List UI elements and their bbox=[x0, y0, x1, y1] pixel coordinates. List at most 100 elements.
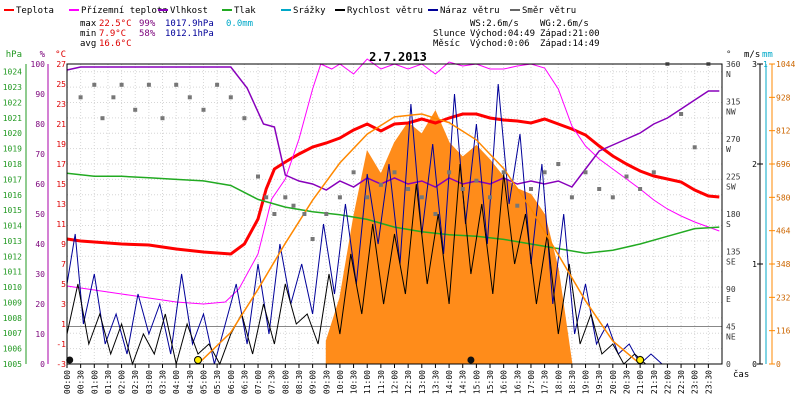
radiation-tick-label: 696 bbox=[776, 160, 791, 169]
wind-direction-point bbox=[597, 187, 602, 191]
wind-direction-point bbox=[215, 82, 220, 87]
wind-direction-point bbox=[302, 212, 307, 216]
wind-direction-point bbox=[146, 82, 151, 87]
stat-min-temp: 7.9°C bbox=[99, 29, 126, 39]
wind-direction-point bbox=[92, 82, 97, 87]
wind-direction-point bbox=[583, 170, 588, 175]
wind-direction-point bbox=[392, 170, 397, 175]
wind-direction-point bbox=[406, 187, 411, 191]
x-tick-label: 04:30 bbox=[186, 370, 195, 394]
temperature-axis-tick-label: 19 bbox=[56, 140, 66, 149]
temperature-axis-tick-label: -3 bbox=[56, 360, 66, 369]
direction-name-label: N bbox=[726, 70, 731, 79]
x-tick-label: 21:00 bbox=[636, 370, 645, 394]
x-tick-label: 19:00 bbox=[582, 370, 591, 394]
temperature-axis-tick-label: 7 bbox=[61, 260, 66, 269]
wind-direction-point bbox=[474, 178, 479, 183]
wind-direction-point bbox=[638, 187, 643, 191]
x-tick-label: 12:30 bbox=[404, 370, 413, 394]
temperature-axis-tick-label: 17 bbox=[56, 160, 66, 169]
legend-label: Teplota bbox=[16, 6, 54, 16]
pressure-axis-tick-label: 1008 bbox=[3, 314, 22, 323]
x-tick-label: 18:00 bbox=[554, 370, 563, 394]
pressure-axis-tick-label: 1021 bbox=[3, 114, 22, 123]
humidity-axis-tick-label: 80 bbox=[35, 120, 45, 129]
x-tick-label: 14:30 bbox=[459, 370, 468, 394]
wind-tick-label: 3 bbox=[752, 60, 757, 69]
wind-tick-label: 2 bbox=[752, 160, 757, 169]
x-tick-label: 02:30 bbox=[131, 370, 140, 394]
pressure-axis-tick-label: 1011 bbox=[3, 268, 22, 277]
pressure-axis-tick-label: 1007 bbox=[3, 329, 22, 338]
wind-direction-point bbox=[556, 162, 561, 166]
temperature-axis-unit: °C bbox=[55, 50, 66, 60]
wind-direction-point bbox=[242, 116, 247, 121]
x-tick-label: 14:00 bbox=[445, 370, 454, 394]
x-tick-label: 03:00 bbox=[145, 370, 154, 394]
x-tick-label: 05:00 bbox=[199, 370, 208, 394]
direction-name-label: SW bbox=[726, 183, 736, 192]
pressure-axis-tick-label: 1015 bbox=[3, 206, 22, 215]
wind-direction-point bbox=[460, 187, 465, 191]
wind-direction-point bbox=[310, 237, 315, 241]
sunrise-time: Východ:04:49 bbox=[470, 29, 535, 39]
stat-max-humidity: 99% bbox=[139, 19, 156, 29]
wind-direction-point bbox=[78, 95, 83, 100]
x-tick-label: 11:30 bbox=[377, 370, 386, 394]
x-tick-label: 01:30 bbox=[104, 370, 113, 394]
pressure-axis-tick-label: 1018 bbox=[3, 160, 22, 169]
radiation-tick-label: 580 bbox=[776, 193, 791, 202]
direction-name-label: S bbox=[726, 220, 731, 229]
moonrise-time: Východ:0:06 bbox=[470, 39, 530, 49]
x-tick-label: 05:30 bbox=[213, 370, 222, 394]
x-tick-label: 03:30 bbox=[159, 370, 168, 394]
pressure-axis-tick-label: 1013 bbox=[3, 237, 22, 246]
wind-direction-point bbox=[610, 195, 615, 200]
temperature-axis-tick-label: 5 bbox=[61, 280, 66, 289]
wind-direction-point bbox=[488, 195, 492, 200]
x-tick-label: 02:00 bbox=[118, 370, 127, 394]
humidity-axis-tick-label: 10 bbox=[35, 330, 45, 339]
x-tick-label: 09:00 bbox=[309, 370, 318, 394]
radiation-tick-label: 812 bbox=[776, 127, 791, 136]
moonset-marker bbox=[467, 356, 475, 364]
x-tick-label: 04:00 bbox=[172, 370, 181, 394]
direction-axis-unit: ° bbox=[726, 50, 731, 60]
pressure-axis-tick-label: 1005 bbox=[3, 360, 22, 369]
pressure-axis-tick-label: 1022 bbox=[3, 98, 22, 107]
x-tick-label: 21:30 bbox=[650, 370, 659, 394]
x-tick-label: 23:00 bbox=[691, 370, 700, 394]
x-tick-label: 00:00 bbox=[63, 370, 72, 394]
legend-label: Náraz větru bbox=[440, 6, 500, 16]
direction-tick-label: 270 bbox=[726, 135, 741, 144]
pressure-axis-tick-label: 1006 bbox=[3, 345, 22, 354]
x-tick-label: 10:30 bbox=[350, 370, 359, 394]
x-tick-label: 17:00 bbox=[527, 370, 536, 394]
wind-direction-point bbox=[201, 107, 206, 112]
radiation-tick-label: 116 bbox=[776, 327, 791, 336]
wind-tick-label: 0 bbox=[752, 360, 757, 369]
pressure-axis-tick-label: 1016 bbox=[3, 191, 22, 200]
wind-direction-point bbox=[228, 95, 233, 100]
pressure-axis-tick-label: 1017 bbox=[3, 175, 22, 184]
direction-tick-label: 0 bbox=[726, 360, 731, 369]
temperature-axis-tick-label: 1 bbox=[61, 320, 66, 329]
x-tick-label: 19:30 bbox=[595, 370, 604, 394]
rain-tick-label: 1 bbox=[763, 60, 768, 69]
wind-direction-point bbox=[542, 170, 547, 175]
radiation-tick-label: 0 bbox=[776, 360, 781, 369]
legend-label: Přízemní teplota bbox=[81, 6, 168, 16]
x-tick-label: 16:30 bbox=[513, 370, 522, 394]
x-tick-label: 18:30 bbox=[568, 370, 577, 394]
pressure-axis-tick-label: 1012 bbox=[3, 252, 22, 261]
x-tick-label: 12:00 bbox=[391, 370, 400, 394]
stat-avg-temp: 16.6°C bbox=[99, 39, 132, 49]
pressure-axis-tick-label: 1020 bbox=[3, 129, 22, 138]
x-tick-label: 11:00 bbox=[363, 370, 372, 394]
wind-direction-point bbox=[365, 195, 370, 200]
x-tick-label: 22:00 bbox=[663, 370, 672, 394]
humidity-axis-tick-label: 50 bbox=[35, 210, 45, 219]
x-axis-label: čas bbox=[733, 369, 749, 380]
wind-direction-point bbox=[119, 82, 124, 87]
